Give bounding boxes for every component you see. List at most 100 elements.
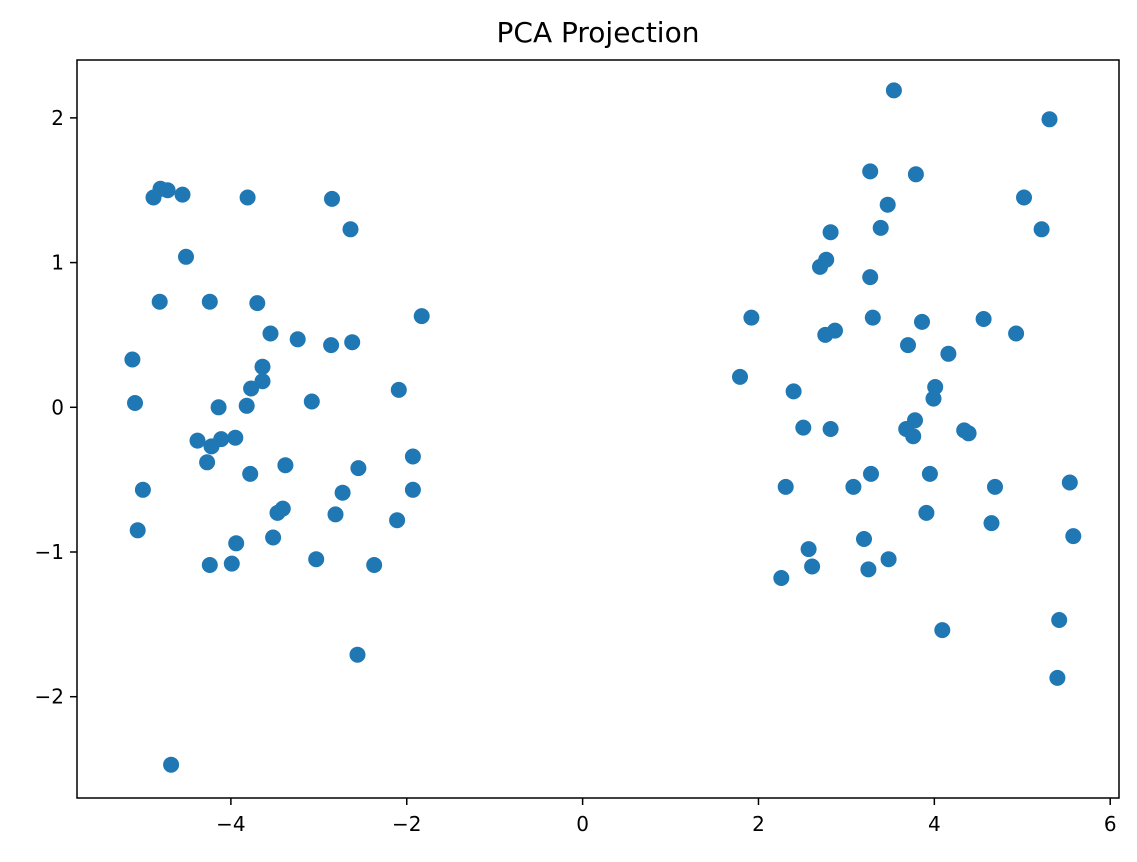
data-point <box>862 269 879 286</box>
y-tick-label: 1 <box>51 251 64 275</box>
data-point <box>127 395 143 411</box>
data-point <box>822 224 839 241</box>
x-tick-label: 2 <box>752 812 765 836</box>
data-point <box>151 293 168 310</box>
data-point <box>134 481 151 498</box>
data-point <box>249 295 266 312</box>
data-point <box>827 322 843 339</box>
y-tick-label: −1 <box>35 540 64 564</box>
data-point <box>404 481 421 498</box>
data-point <box>863 465 879 482</box>
data-point <box>228 535 245 552</box>
data-point <box>350 460 367 477</box>
data-point <box>921 465 938 482</box>
y-tick-label: 0 <box>51 395 64 419</box>
data-point <box>389 512 406 529</box>
x-tick-label: −4 <box>216 812 245 836</box>
data-point <box>743 309 760 326</box>
data-point <box>960 425 977 442</box>
data-point <box>864 309 881 326</box>
data-point <box>213 431 230 448</box>
data-point <box>308 551 325 568</box>
chart-title: PCA Projection <box>497 16 700 49</box>
y-axis: −2 −1 0 1 2 <box>35 106 77 709</box>
data-point <box>934 622 951 639</box>
data-point <box>927 379 944 395</box>
data-point <box>277 457 294 474</box>
data-point <box>124 351 141 368</box>
data-point <box>872 219 889 236</box>
data-point <box>1008 325 1025 342</box>
data-point <box>227 429 244 446</box>
data-point <box>785 383 802 400</box>
data-point <box>289 331 306 348</box>
data-point <box>243 380 260 397</box>
x-tick-label: −2 <box>392 812 421 836</box>
x-axis: −4 −2 0 2 4 6 <box>216 798 1117 836</box>
data-point <box>334 484 351 501</box>
data-point <box>885 82 902 99</box>
data-point <box>327 506 344 523</box>
data-point <box>983 515 1000 532</box>
data-point <box>1061 474 1078 491</box>
data-point <box>822 421 839 437</box>
data-point <box>818 251 835 268</box>
data-point <box>159 182 176 199</box>
data-point <box>342 221 359 238</box>
data-point <box>262 325 279 342</box>
data-point <box>201 557 218 573</box>
data-point <box>265 529 282 546</box>
data-point <box>344 334 361 351</box>
data-point <box>879 196 896 213</box>
data-point <box>914 313 930 330</box>
data-point <box>880 551 897 568</box>
data-point <box>777 478 794 495</box>
data-point <box>323 337 340 354</box>
data-point <box>862 163 879 180</box>
data-point <box>413 308 430 325</box>
data-point <box>940 345 957 362</box>
data-point <box>210 399 227 416</box>
data-point <box>900 337 916 354</box>
data-point <box>804 558 821 575</box>
data-point <box>174 186 191 203</box>
data-point <box>987 478 1003 495</box>
data-point <box>907 412 923 429</box>
data-point <box>178 248 194 265</box>
data-point <box>975 311 992 327</box>
data-point <box>795 419 812 436</box>
data-point <box>907 166 924 183</box>
data-point <box>366 557 383 573</box>
data-point <box>239 189 256 206</box>
data-point <box>254 373 271 390</box>
data-point <box>1051 612 1068 628</box>
data-point <box>918 504 935 521</box>
data-point <box>404 448 421 465</box>
data-point <box>1016 189 1032 206</box>
data-point <box>238 397 255 414</box>
x-tick-label: 4 <box>928 812 941 836</box>
data-point <box>163 756 180 773</box>
data-point <box>1033 221 1050 238</box>
y-tick-label: 2 <box>51 106 64 130</box>
data-point <box>199 454 216 471</box>
plot-frame <box>76 59 1120 799</box>
data-point <box>303 393 320 410</box>
data-point <box>905 428 922 445</box>
x-tick-label: 0 <box>576 812 589 836</box>
data-point <box>129 522 146 539</box>
data-point <box>189 432 206 449</box>
data-point <box>274 500 291 517</box>
data-point <box>860 561 877 578</box>
data-point <box>349 646 366 663</box>
data-point <box>732 368 748 385</box>
y-tick-label: −2 <box>35 685 64 709</box>
data-point <box>254 358 271 375</box>
data-point <box>845 478 862 495</box>
points-layer <box>124 82 1082 773</box>
data-point <box>856 531 872 547</box>
data-point <box>800 541 817 558</box>
data-point <box>324 190 340 207</box>
